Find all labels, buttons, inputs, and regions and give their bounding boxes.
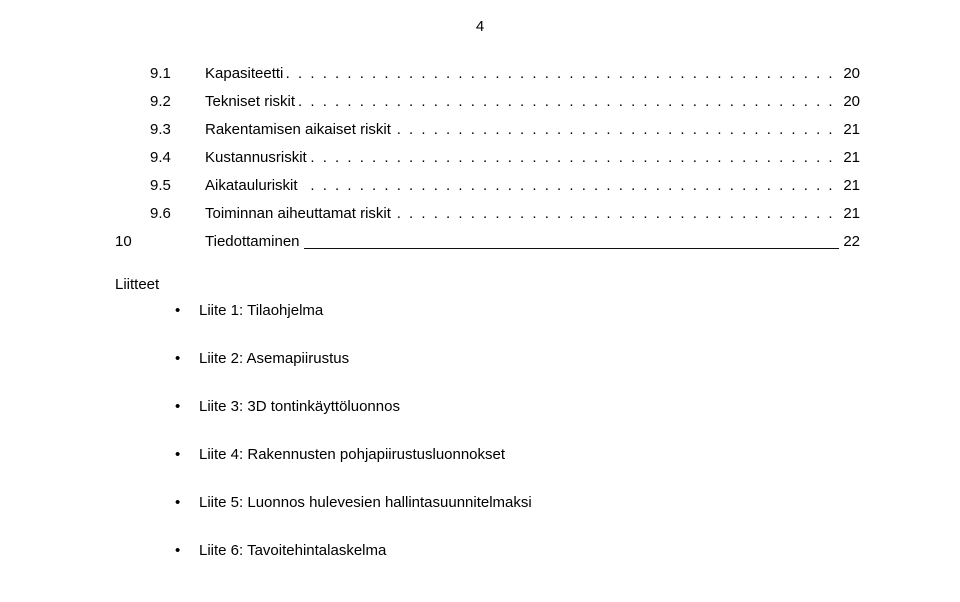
- toc-entry-label: 9.4Kustannusriskit: [150, 144, 311, 172]
- toc-entry-number: 9.1: [150, 60, 205, 88]
- toc-entry-number: 10: [115, 228, 205, 256]
- toc-entry: . . . . . . . . . . . . . . . . . . . . …: [115, 172, 860, 200]
- toc-entry: . . . . . . . . . . . . . . . . . . . . …: [115, 116, 860, 144]
- toc-entry-label: 9.1Kapasiteetti: [150, 60, 287, 88]
- toc-entry-label: 10Tiedottaminen: [115, 228, 304, 256]
- toc-entry-page: 21: [839, 144, 860, 172]
- attachments-list: Liite 1: Tilaohjelma Liite 2: Asemapiirus…: [175, 293, 860, 561]
- attachment-item: Liite 2: Asemapiirustus: [175, 349, 860, 369]
- toc-entry-title: Kapasiteetti: [205, 65, 283, 82]
- toc-entry: ________________________________________…: [115, 228, 860, 256]
- toc-entry-page: 22: [839, 228, 860, 256]
- toc-entry-title: Aikatauluriskit: [205, 177, 298, 194]
- toc-entry-label: 9.3Rakentamisen aikaiset riskit: [150, 116, 395, 144]
- toc-entry-number: 9.6: [150, 200, 205, 228]
- toc-entry-label: 9.5Aikatauluriskit: [150, 172, 302, 200]
- toc-entry-page: 21: [839, 172, 860, 200]
- toc-entry-label: 9.2Tekniset riskit: [150, 88, 299, 116]
- toc-entry-title: Tekniset riskit: [205, 93, 295, 110]
- toc-entry-page: 20: [839, 60, 860, 88]
- page-number: 4: [0, 18, 960, 35]
- toc-entry-title: Toiminnan aiheuttamat riskit: [205, 205, 391, 222]
- toc-entry-number: 9.5: [150, 172, 205, 200]
- toc-entry-page: 20: [839, 88, 860, 116]
- toc-entry: . . . . . . . . . . . . . . . . . . . . …: [115, 88, 860, 116]
- toc-entry-page: 21: [839, 116, 860, 144]
- document-page: 4 . . . . . . . . . . . . . . . . . . . …: [0, 0, 960, 602]
- toc-entry: . . . . . . . . . . . . . . . . . . . . …: [115, 60, 860, 88]
- toc-entry-number: 9.3: [150, 116, 205, 144]
- toc-entry-title: Tiedottaminen: [205, 233, 300, 250]
- toc-entry-number: 9.4: [150, 144, 205, 172]
- attachment-item: Liite 6: Tavoitehintalaskelma: [175, 541, 860, 561]
- toc-entry-page: 21: [839, 200, 860, 228]
- attachments-heading: Liitteet: [115, 276, 860, 293]
- toc-list: . . . . . . . . . . . . . . . . . . . . …: [115, 60, 860, 256]
- toc-entry-title: Rakentamisen aikaiset riskit: [205, 121, 391, 138]
- attachment-item: Liite 3: 3D tontinkäyttöluonnos: [175, 397, 860, 417]
- attachment-item: Liite 1: Tilaohjelma: [175, 301, 860, 321]
- toc-entry-title: Kustannusriskit: [205, 149, 307, 166]
- toc-entry-label: 9.6Toiminnan aiheuttamat riskit: [150, 200, 395, 228]
- page-content: . . . . . . . . . . . . . . . . . . . . …: [115, 60, 860, 561]
- toc-entry: . . . . . . . . . . . . . . . . . . . . …: [115, 200, 860, 228]
- attachment-item: Liite 4: Rakennusten pohjapiirustusluonn…: [175, 445, 860, 465]
- attachment-item: Liite 5: Luonnos hulevesien hallintasuun…: [175, 493, 860, 513]
- toc-entry-number: 9.2: [150, 88, 205, 116]
- toc-entry: . . . . . . . . . . . . . . . . . . . . …: [115, 144, 860, 172]
